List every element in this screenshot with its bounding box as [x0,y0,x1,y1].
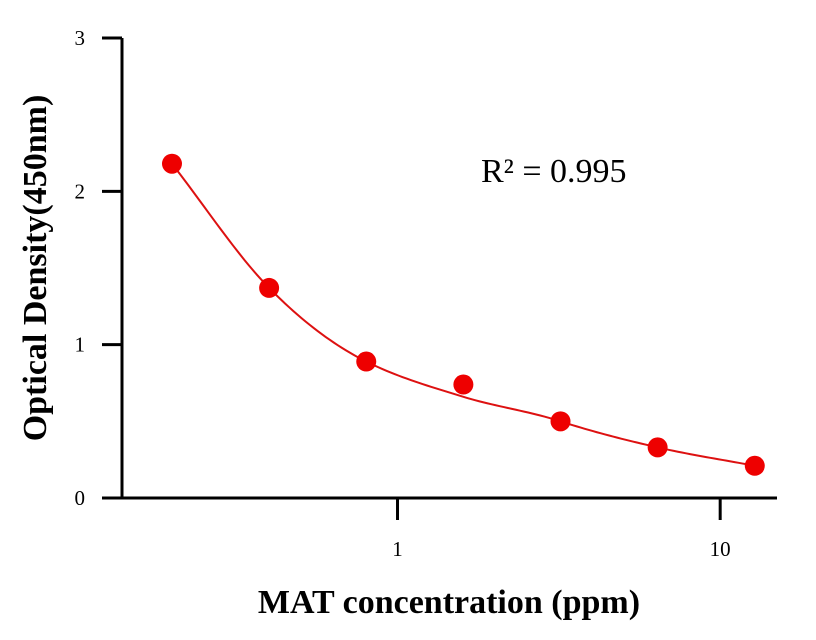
y-tick-label: 0 [75,486,86,510]
x-axis-title: MAT concentration (ppm) [258,584,640,621]
data-point [356,351,377,372]
y-axis-title: Optical Density(450nm) [17,95,54,442]
r-squared-annotation: R² = 0.995 [481,153,627,190]
y-tick-label: 3 [75,26,86,50]
y-tick-label: 2 [75,179,86,203]
data-point [550,411,571,432]
data-point [744,455,765,476]
data-point [161,153,182,174]
x-tick-label: 10 [710,537,731,561]
data-point [647,437,668,458]
fit-curve [171,163,755,467]
ticks-layer: 0 1 2 3 1 10 [75,26,731,561]
data-points-layer [161,153,765,476]
x-tick-label: 1 [392,537,403,561]
data-point [453,374,474,395]
data-point [259,277,280,298]
axes-layer [120,38,777,500]
y-tick-label: 1 [75,333,86,357]
fit-curve-layer [171,163,755,467]
